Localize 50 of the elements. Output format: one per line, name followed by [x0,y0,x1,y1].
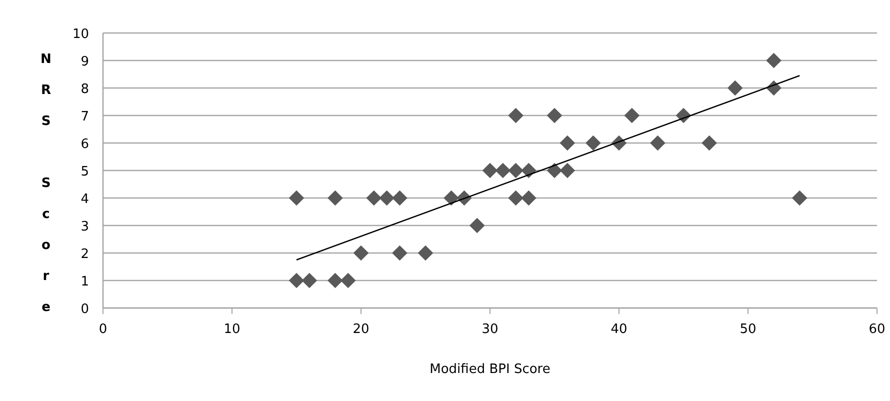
y-tick-label: 5 [80,164,89,180]
point [792,190,808,206]
x-tick-label: 10 [224,322,240,337]
point [508,108,524,124]
point [508,190,524,206]
y-tick-label: 6 [80,137,89,152]
point [560,162,576,178]
y-tick-label: 3 [80,220,89,234]
point [766,52,782,68]
point [353,245,369,261]
point [418,245,434,261]
point [546,162,562,178]
point [340,272,356,288]
point [328,272,343,288]
y-tick-label: 0 [80,302,89,317]
y-tick-label: 4 [80,192,89,207]
point [702,135,717,151]
y-tick-label: 9 [80,54,89,70]
point [495,162,511,178]
point [392,190,408,206]
point [482,162,498,178]
point [288,190,304,206]
point [521,190,536,206]
x-axis-title: Modified BPI Score [430,362,550,377]
x-tick-label: 50 [740,322,756,337]
point [302,272,318,288]
point [366,190,382,206]
y-tick-label: 8 [80,82,89,97]
point [624,108,640,124]
point [328,190,343,206]
x-tick-label: 60 [868,322,886,337]
x-tick-label: 40 [610,322,628,337]
point [650,135,666,151]
point [469,218,485,234]
y-tick-label: 7 [80,110,89,124]
y-tick-label: 10 [72,27,89,42]
x-tick-label: 20 [352,322,370,337]
point [586,135,601,151]
point [560,135,576,151]
point [508,162,524,178]
y-tick-label: 1 [80,274,89,290]
point [546,108,562,124]
x-tick-label: 0 [98,322,108,337]
point [288,272,304,288]
point [727,80,743,96]
point [392,245,408,261]
y-tick-label: 2 [80,247,89,262]
point [379,190,394,206]
y-axis-title: NRS Score [38,52,54,331]
x-tick-label: 30 [482,322,498,337]
